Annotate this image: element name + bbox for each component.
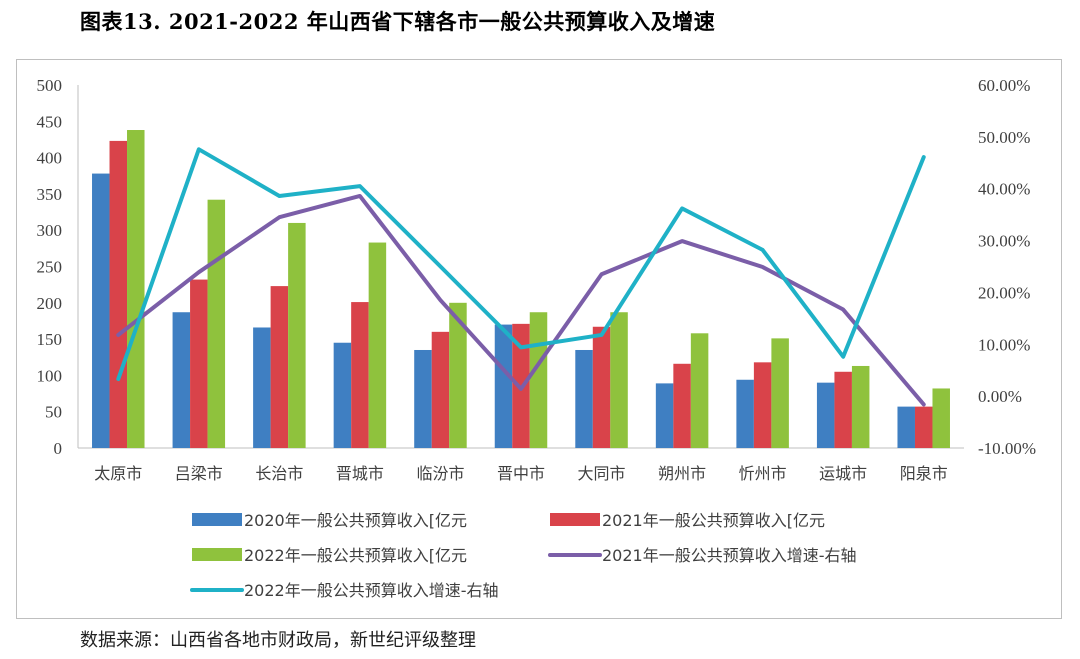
y-right-tick-label: -10.00% (978, 439, 1036, 458)
bar-1-6 (592, 326, 611, 448)
y-left-tick-label: 350 (37, 185, 63, 204)
y-left-tick-label: 250 (37, 258, 63, 277)
chart-frame (16, 59, 1062, 619)
y-left-tick-label: 100 (37, 366, 63, 385)
source-note: 数据来源：山西省各地市财政局，新世纪评级整理 (80, 630, 476, 651)
bar-0-4 (414, 349, 432, 448)
figure-title: 图表13. 2021-2022 年山西省下辖各市一般公共预算收入及增速 (80, 9, 716, 34)
x-category-label: 晋中市 (497, 464, 545, 483)
legend: 2020年一般公共预算收入[亿元 2021年一般公共预算收入[亿元 2022年一般公… (190, 511, 857, 600)
bar-0-7 (655, 383, 674, 448)
y-left-tick-label: 150 (37, 330, 63, 349)
bar-0-1 (172, 312, 191, 448)
y-left-tick-label: 500 (37, 76, 63, 95)
x-category-label: 晋城市 (336, 464, 384, 483)
tick-labels: 0 50 100 150 200 250 300 350 400 450 500 -10.00% 0.0… (37, 76, 1037, 483)
bar-0-3 (333, 342, 352, 448)
bar-1-1 (190, 279, 208, 448)
y-right-tick-label: 60.00% (978, 76, 1030, 95)
x-category-label: 临汾市 (416, 464, 464, 483)
legend-label-1: 2021年一般公共预算收入[亿元 (602, 511, 825, 530)
line-marks (116, 147, 926, 407)
bar-1-7 (673, 363, 691, 448)
y-right-tick-label: 20.00% (978, 283, 1030, 302)
y-right-tick-label: 40.00% (978, 180, 1030, 199)
bar-2-10 (932, 388, 950, 448)
y-right-tick-label: 30.00% (978, 232, 1030, 251)
legend-label-3: 2021年一般公共预算收入增速-右轴 (602, 546, 857, 565)
bar-1-0 (109, 140, 128, 449)
bar-2-3 (368, 242, 387, 448)
legend-swatch-0 (192, 513, 242, 526)
line-series-1 (116, 147, 926, 382)
bar-0-6 (575, 349, 593, 448)
y-left-tick-label: 300 (37, 221, 63, 240)
bar-2-6 (610, 312, 628, 448)
legend-label-4: 2022年一般公共预算收入增速-右轴 (244, 581, 499, 600)
chart: 0 50 100 150 200 250 300 350 400 450 500 -10.00% 0.0… (37, 76, 1037, 600)
bar-2-4 (449, 302, 467, 448)
x-category-label: 忻州市 (739, 464, 787, 483)
legend-label-2: 2022年一般公共预算收入[亿元 (244, 546, 467, 565)
bar-1-2 (270, 286, 289, 448)
y-right-tick-label: 10.00% (978, 335, 1030, 354)
bar-2-1 (207, 199, 226, 448)
x-category-label: 阳泉市 (900, 464, 948, 483)
x-category-label: 太原市 (94, 464, 142, 483)
x-category-label: 大同市 (578, 464, 626, 483)
bar-0-5 (494, 324, 513, 448)
bar-2-9 (851, 365, 870, 448)
bar-0-8 (736, 379, 754, 448)
bar-2-7 (690, 333, 709, 448)
y-left-tick-label: 200 (37, 294, 63, 313)
bar-2-0 (127, 130, 145, 448)
y-left-tick-label: 50 (45, 403, 62, 422)
legend-label-0: 2020年一般公共预算收入[亿元 (244, 511, 467, 530)
x-category-label: 吕梁市 (175, 464, 223, 483)
x-category-label: 朔州市 (658, 464, 706, 483)
x-category-label: 运城市 (819, 464, 867, 483)
bar-1-10 (914, 406, 933, 448)
bar-2-8 (771, 338, 789, 448)
y-left-tick-label: 400 (37, 149, 63, 168)
bar-marks (92, 130, 950, 449)
y-right-tick-label: 0.00% (978, 387, 1022, 406)
bar-2-5 (529, 312, 548, 448)
legend-swatch-2 (192, 548, 242, 561)
legend-swatch-1 (550, 513, 600, 526)
bar-1-9 (834, 371, 852, 448)
y-left-tick-label: 450 (37, 112, 63, 131)
bar-0-2 (253, 327, 271, 448)
bar-1-3 (351, 302, 369, 448)
bar-0-9 (816, 382, 835, 448)
y-left-tick-label: 0 (54, 439, 63, 458)
bar-1-4 (431, 331, 450, 448)
x-category-label: 长治市 (255, 464, 303, 483)
bar-0-0 (92, 173, 110, 448)
bar-2-2 (288, 222, 306, 448)
y-right-tick-label: 50.00% (978, 128, 1030, 147)
bar-1-8 (753, 362, 772, 448)
bar-0-10 (897, 406, 915, 448)
